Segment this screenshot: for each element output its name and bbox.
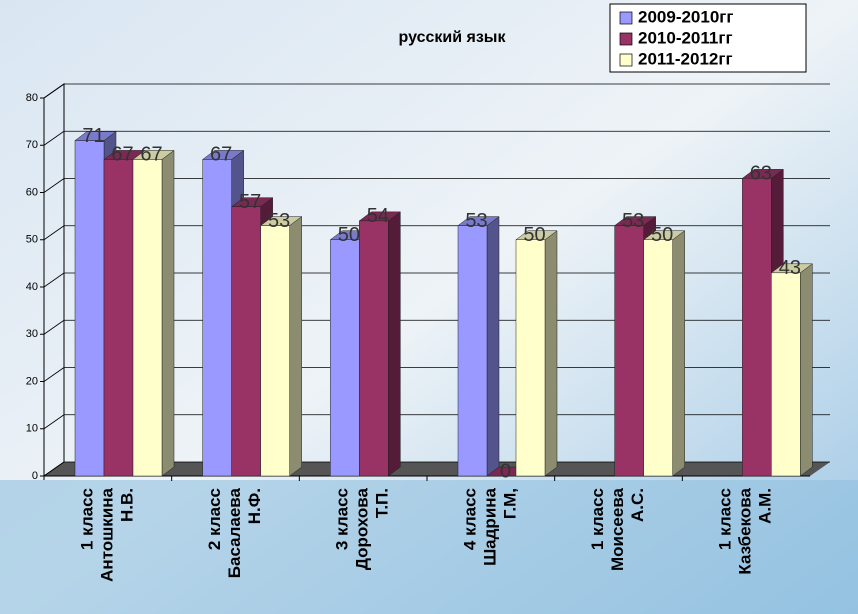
bar	[75, 141, 104, 476]
legend-swatch	[620, 12, 632, 24]
bar	[261, 226, 290, 476]
x-tick-label: Г.М,	[500, 488, 519, 519]
bar	[644, 240, 673, 476]
bar	[771, 273, 800, 476]
value-label: 71	[82, 125, 104, 147]
legend-label: 2010-2011гг	[638, 28, 733, 47]
value-label: 67	[210, 144, 232, 166]
bar	[203, 159, 232, 476]
bar	[104, 159, 133, 476]
value-label: 50	[651, 224, 673, 246]
bar-side	[673, 231, 685, 476]
x-tick-label: 2 класс	[205, 488, 224, 550]
y-tick-label: 50	[26, 234, 38, 246]
x-tick-label: А.С.	[628, 488, 647, 522]
value-label: 63	[750, 163, 772, 185]
bar-side	[487, 217, 499, 476]
legend-label: 2011-2012гг	[638, 49, 733, 68]
value-label: 57	[239, 191, 261, 213]
x-tick-label: 4 класс	[460, 488, 479, 550]
bar-side	[800, 264, 812, 476]
x-tick-label: Шадрина	[480, 487, 499, 565]
y-tick-label: 0	[32, 470, 38, 482]
bar	[742, 178, 771, 476]
bar	[516, 240, 545, 476]
x-tick-label: А.М.	[756, 488, 775, 524]
y-tick-label: 60	[26, 186, 38, 198]
bar	[133, 159, 162, 476]
y-tick-label: 70	[26, 139, 38, 151]
bar	[615, 226, 644, 476]
y-tick-label: 30	[26, 328, 38, 340]
y-tick-label: 20	[26, 375, 38, 387]
x-tick-label: 3 класс	[333, 488, 352, 550]
x-tick-label: Т.П.	[373, 488, 392, 518]
x-tick-label: 1 класс	[588, 488, 607, 550]
value-label: 43	[779, 257, 801, 279]
value-label: 53	[465, 210, 487, 232]
x-tick-label: Моисеева	[608, 487, 627, 571]
x-tick-label: Н.В.	[117, 488, 136, 522]
value-label: 50	[523, 224, 545, 246]
value-label: 54	[367, 205, 389, 227]
bar-side	[545, 231, 557, 476]
chart: русский язык 010203040506070801 классАнт…	[0, 0, 858, 614]
bar-side	[162, 150, 174, 476]
x-tick-label: Басалаева	[225, 487, 244, 578]
y-tick-label: 80	[26, 92, 38, 104]
y-tick-label: 10	[26, 423, 38, 435]
x-tick-label: Н.Ф.	[245, 488, 264, 524]
value-label: 67	[140, 144, 162, 166]
x-tick-label: Антошкина	[97, 487, 116, 581]
bar-side	[388, 212, 400, 476]
x-tick-label: Казбекова	[736, 487, 755, 574]
x-tick-label: 1 класс	[716, 488, 735, 550]
value-label: 50	[338, 224, 360, 246]
bar	[330, 240, 359, 476]
value-label: 53	[268, 210, 290, 232]
value-label: 53	[622, 210, 644, 232]
legend-label: 2009-2010гг	[638, 7, 733, 26]
bar	[359, 221, 388, 476]
value-label: 0	[500, 460, 511, 482]
y-tick-label: 40	[26, 281, 38, 293]
legend-swatch	[620, 33, 632, 45]
x-tick-label: Дорохова	[353, 487, 372, 570]
bar-side	[290, 217, 302, 476]
value-label: 67	[111, 144, 133, 166]
bar	[232, 207, 261, 476]
chart-title: русский язык	[399, 29, 507, 46]
legend-swatch	[620, 54, 632, 66]
x-tick-label: 1 класс	[77, 488, 96, 550]
bar	[458, 226, 487, 476]
